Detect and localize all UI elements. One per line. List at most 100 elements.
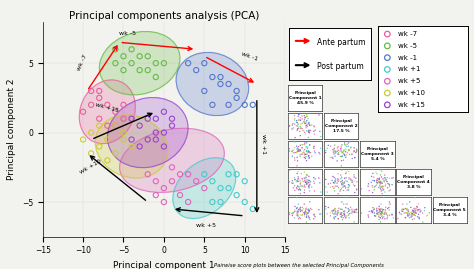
Point bbox=[176, 172, 184, 176]
Point bbox=[79, 109, 87, 114]
Point bbox=[209, 103, 216, 107]
Title: Principal components analysis (PCA): Principal components analysis (PCA) bbox=[69, 11, 259, 21]
Point bbox=[233, 193, 240, 197]
Point bbox=[209, 179, 216, 183]
Point bbox=[128, 47, 136, 51]
Point bbox=[201, 89, 208, 93]
Point bbox=[120, 68, 128, 72]
Point bbox=[184, 172, 192, 176]
Point bbox=[111, 123, 119, 128]
Point bbox=[225, 82, 232, 86]
Point bbox=[192, 179, 200, 183]
Point bbox=[160, 200, 168, 204]
Point bbox=[136, 123, 144, 128]
Point bbox=[168, 123, 176, 128]
Point bbox=[120, 54, 128, 58]
Point bbox=[233, 89, 240, 93]
Point bbox=[184, 200, 192, 204]
Text: wk +1: wk +1 bbox=[261, 134, 266, 154]
Point bbox=[168, 165, 176, 169]
Y-axis label: Principal component 2: Principal component 2 bbox=[7, 78, 16, 180]
Point bbox=[217, 75, 224, 79]
Ellipse shape bbox=[108, 97, 188, 168]
Point bbox=[201, 186, 208, 190]
Point bbox=[176, 193, 184, 197]
Ellipse shape bbox=[119, 128, 224, 192]
Point bbox=[144, 172, 152, 176]
Point bbox=[184, 61, 192, 65]
Point bbox=[168, 116, 176, 121]
Point bbox=[111, 109, 119, 114]
Text: wk +5: wk +5 bbox=[196, 223, 216, 228]
Point bbox=[233, 96, 240, 100]
Point bbox=[241, 200, 248, 204]
Text: wk -7: wk -7 bbox=[77, 54, 88, 71]
Point bbox=[120, 103, 128, 107]
Point bbox=[103, 123, 111, 128]
Point bbox=[152, 130, 160, 135]
Point bbox=[95, 89, 103, 93]
Point bbox=[103, 158, 111, 162]
Point bbox=[87, 103, 95, 107]
Point bbox=[160, 130, 168, 135]
X-axis label: Principal component 1: Principal component 1 bbox=[113, 261, 215, 269]
Point bbox=[241, 179, 248, 183]
Point bbox=[95, 96, 103, 100]
Point bbox=[168, 179, 176, 183]
Point bbox=[128, 144, 136, 149]
Point bbox=[217, 186, 224, 190]
Point bbox=[111, 151, 119, 155]
Point bbox=[209, 200, 216, 204]
Point bbox=[111, 47, 119, 51]
Point bbox=[95, 144, 103, 149]
Point bbox=[128, 137, 136, 142]
Point bbox=[160, 186, 168, 190]
Point bbox=[136, 144, 144, 149]
Point bbox=[249, 103, 256, 107]
Point bbox=[111, 123, 119, 128]
Point bbox=[103, 137, 111, 142]
Point bbox=[152, 75, 160, 79]
Point bbox=[128, 61, 136, 65]
Point bbox=[144, 54, 152, 58]
Text: wk +10: wk +10 bbox=[79, 159, 102, 175]
Point bbox=[225, 103, 232, 107]
Point bbox=[152, 61, 160, 65]
Point bbox=[201, 61, 208, 65]
Point bbox=[144, 116, 152, 121]
Point bbox=[192, 68, 200, 72]
Point bbox=[95, 123, 103, 128]
Point bbox=[136, 68, 144, 72]
Point bbox=[103, 103, 111, 107]
Point bbox=[233, 172, 240, 176]
Point bbox=[209, 75, 216, 79]
Point bbox=[225, 172, 232, 176]
Point bbox=[152, 137, 160, 142]
Point bbox=[128, 116, 136, 121]
Text: wk +15: wk +15 bbox=[95, 102, 119, 113]
Point bbox=[87, 130, 95, 135]
Text: Pairwise score plots between the selected Principal Components: Pairwise score plots between the selecte… bbox=[214, 263, 383, 268]
Point bbox=[95, 116, 103, 121]
Point bbox=[144, 137, 152, 142]
Point bbox=[120, 130, 128, 135]
Point bbox=[217, 82, 224, 86]
Point bbox=[111, 61, 119, 65]
Point bbox=[79, 137, 87, 142]
Point bbox=[120, 116, 128, 121]
Point bbox=[241, 103, 248, 107]
Point bbox=[160, 144, 168, 149]
Ellipse shape bbox=[176, 52, 249, 116]
Point bbox=[87, 151, 95, 155]
Ellipse shape bbox=[173, 158, 236, 218]
Point bbox=[144, 68, 152, 72]
Text: wk -5: wk -5 bbox=[119, 31, 137, 36]
Point bbox=[152, 116, 160, 121]
Point bbox=[249, 207, 256, 211]
Point bbox=[201, 172, 208, 176]
Point bbox=[217, 200, 224, 204]
Ellipse shape bbox=[79, 80, 136, 144]
Point bbox=[120, 137, 128, 142]
Point bbox=[225, 186, 232, 190]
Point bbox=[152, 179, 160, 183]
